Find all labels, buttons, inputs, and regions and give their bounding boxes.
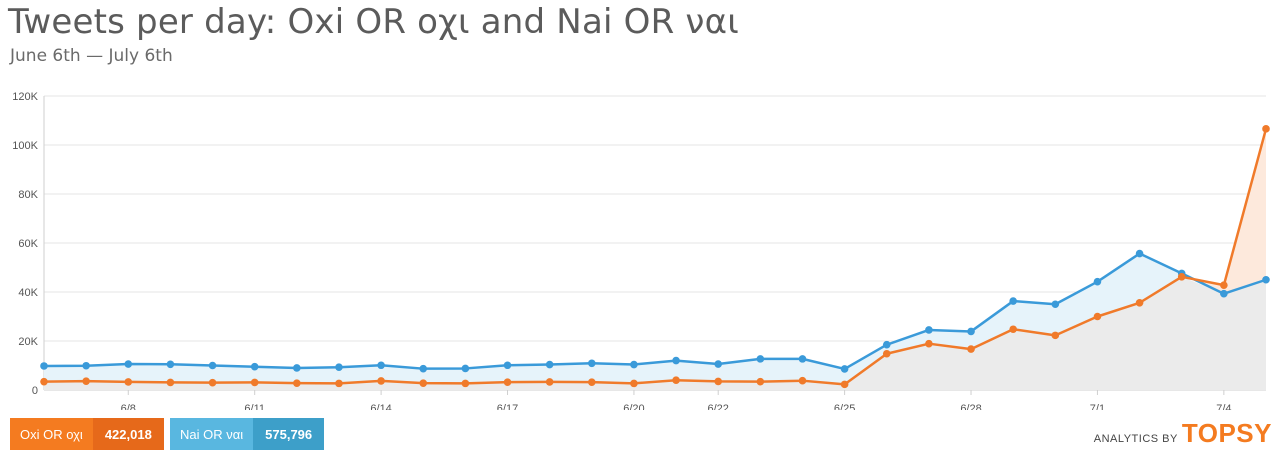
- x-tick-label: 6/28: [960, 403, 981, 410]
- oxi-data-point: [714, 377, 723, 386]
- oxi-data-point: [967, 345, 975, 353]
- nai-data-point: [630, 360, 638, 369]
- nai-above-fill: [44, 253, 1194, 385]
- axis-labels: 0 20K 40K 60K 80K 100K 120K 6/8 6/11 6/14 6/17 6/20…: [12, 91, 1231, 410]
- oxi-data-point: [250, 378, 259, 387]
- nai-data-point: [756, 355, 765, 363]
- y-tick-label: 0: [32, 385, 38, 397]
- oxi-data-point: [545, 378, 554, 386]
- nai-data-point: [1135, 249, 1144, 258]
- oxi-data-point: [377, 377, 385, 385]
- oxi-data-point: [124, 378, 133, 386]
- y-tick-label: 60K: [18, 238, 38, 250]
- nai-data-point: [124, 360, 133, 368]
- oxi-data-point: [503, 378, 512, 386]
- x-tick-label: 6/17: [497, 403, 518, 410]
- legend-nai-count: 575,796: [253, 418, 325, 450]
- oxi-data-point: [335, 379, 343, 388]
- nai-data-point: [82, 361, 90, 370]
- oxi-data-point: [587, 378, 596, 386]
- oxi-data-point: [1051, 331, 1060, 340]
- chart-subtitle: June 6th — July 6th: [10, 46, 173, 66]
- oxi-data-point: [166, 378, 175, 387]
- oxi-data-point: [630, 379, 638, 388]
- nai-data-point: [208, 361, 217, 370]
- y-tick-label: 40K: [18, 287, 38, 299]
- oxi-data-point: [840, 380, 849, 389]
- x-tick-label: 7/4: [1216, 403, 1231, 410]
- nai-data-point: [1009, 297, 1017, 305]
- nai-data-point: [1262, 275, 1270, 284]
- nai-data-point: [714, 360, 723, 368]
- oxi-data-point: [756, 377, 765, 386]
- x-tick-label: 6/20: [623, 403, 644, 410]
- oxi-data-point: [1093, 312, 1102, 321]
- legend-nai-label: Nai OR ναι: [170, 418, 254, 450]
- topsy-logo: TOPSY: [1181, 418, 1272, 448]
- grid-lines: [43, 95, 1266, 395]
- x-tick-label: 6/22: [707, 403, 728, 410]
- nai-series-line: [43, 252, 1267, 371]
- chart-title: Tweets per day: Oxi OR οχι and Nai OR να…: [8, 2, 739, 42]
- nai-data-point: [1093, 277, 1102, 286]
- nai-data-point: [925, 326, 933, 334]
- area-fills: [44, 128, 1266, 390]
- oxi-data-point: [1262, 125, 1270, 133]
- nai-data-point: [1220, 289, 1228, 298]
- nai-data-point: [798, 355, 807, 363]
- nai-data-point: [419, 364, 428, 373]
- nai-data-point: [166, 360, 175, 369]
- oxi-data-point: [798, 376, 807, 385]
- tweets-line-chart: 0 20K 40K 60K 80K 100K 120K 6/8 6/11 6/14 6/17 6/20…: [12, 91, 1270, 410]
- topsy-brand[interactable]: ANALYTICS BY TOPSY: [1094, 418, 1272, 449]
- oxi-data-point: [1135, 298, 1144, 307]
- legend-oxi[interactable]: Oxi OR οχι 422,018: [10, 418, 164, 450]
- nai-data-point: [461, 364, 470, 373]
- nai-data-point: [967, 327, 975, 336]
- series-lines: [43, 128, 1268, 386]
- oxi-data-point: [1177, 273, 1186, 281]
- oxi-data-point: [82, 377, 90, 385]
- y-tick-label: 20K: [18, 336, 38, 348]
- x-tick-label: 6/14: [370, 403, 391, 410]
- x-tick-label: 7/1: [1090, 403, 1105, 410]
- oxi-data-point: [208, 378, 217, 387]
- nai-data-point: [335, 363, 343, 372]
- legend-oxi-label: Oxi OR οχι: [10, 418, 93, 450]
- nai-data-point: [672, 356, 680, 365]
- nai-data-point: [250, 362, 259, 371]
- oxi-data-point: [419, 379, 428, 387]
- x-tick-label: 6/8: [121, 403, 136, 410]
- nai-data-point: [587, 359, 596, 368]
- oxi-data-point: [925, 339, 933, 348]
- oxi-above-fill: [1193, 128, 1266, 294]
- oxi-data-point: [672, 376, 680, 385]
- nai-data-point: [840, 365, 849, 373]
- y-tick-label: 100K: [12, 140, 38, 152]
- nai-data-point: [545, 360, 554, 369]
- legend-oxi-count: 422,018: [92, 418, 164, 450]
- nai-data-point: [503, 361, 512, 370]
- nai-data-point: [1051, 300, 1060, 309]
- oxi-data-point: [882, 349, 891, 358]
- nai-data-point: [377, 361, 385, 370]
- oxi-series-line: [43, 128, 1268, 386]
- brand-prefix: ANALYTICS BY: [1093, 433, 1178, 445]
- oxi-data-point: [461, 379, 470, 388]
- data-points: [40, 125, 1270, 389]
- nai-data-point: [40, 362, 48, 370]
- legend-nai[interactable]: Nai OR ναι 575,796: [170, 418, 325, 450]
- nai-data-point: [882, 340, 891, 349]
- x-tick-label: 6/11: [244, 403, 265, 410]
- oxi-data-point: [293, 379, 301, 387]
- nai-data-point: [293, 364, 301, 372]
- common-area-fill: [44, 276, 1266, 390]
- y-tick-label: 120K: [12, 91, 38, 103]
- oxi-data-point: [1009, 325, 1017, 334]
- oxi-data-point: [40, 377, 48, 386]
- x-tick-label: 6/25: [834, 403, 855, 410]
- oxi-data-point: [1220, 281, 1228, 289]
- y-tick-label: 80K: [18, 189, 38, 201]
